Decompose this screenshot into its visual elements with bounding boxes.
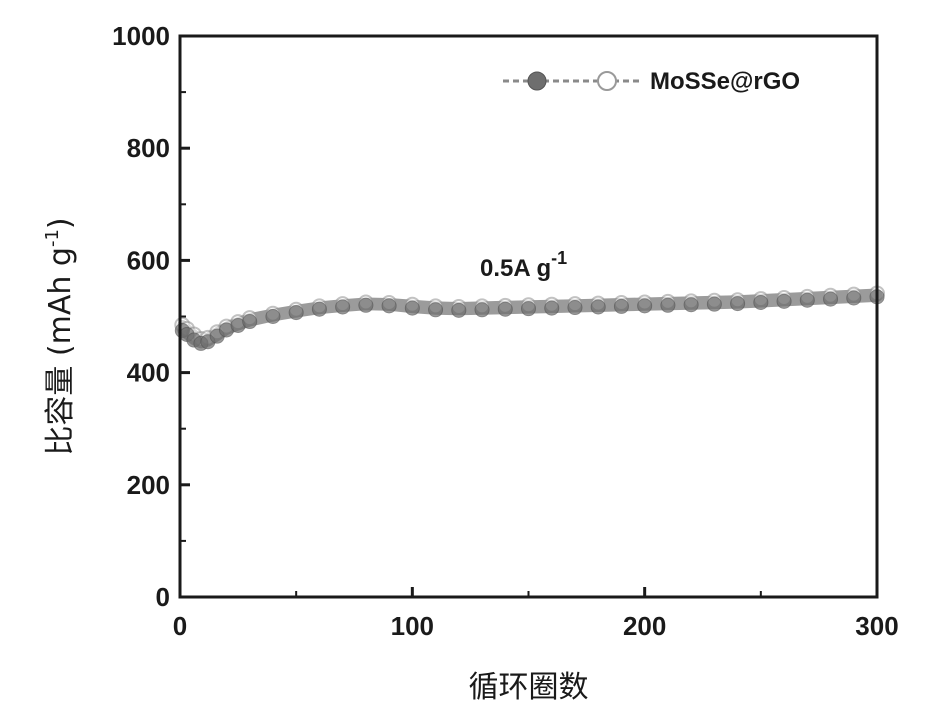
x-tick-label: 100 bbox=[391, 611, 434, 641]
x-tick-label: 200 bbox=[623, 611, 666, 641]
discharge-point bbox=[777, 294, 791, 308]
discharge-point bbox=[336, 300, 350, 314]
discharge-point bbox=[289, 306, 303, 320]
x-tick-label: 0 bbox=[173, 611, 187, 641]
y-tick-label: 600 bbox=[127, 245, 170, 275]
annotation-superscript: -1 bbox=[551, 248, 567, 268]
y-axis-title-tail: ) bbox=[43, 217, 78, 229]
discharge-point bbox=[429, 303, 443, 317]
legend-open-marker bbox=[598, 72, 616, 90]
x-axis-title: 循环圈数 bbox=[469, 670, 589, 705]
y-axis-title-superscript: -1 bbox=[42, 229, 63, 247]
legend-label: MoSSe@rGO bbox=[650, 68, 800, 95]
y-tick-label: 200 bbox=[127, 470, 170, 500]
legend: MoSSe@rGO bbox=[503, 68, 800, 95]
discharge-point bbox=[824, 292, 838, 306]
annotation-main: 0.5A g bbox=[480, 255, 551, 282]
current-density-annotation: 0.5A g-1 bbox=[480, 248, 567, 282]
y-axis-title: 比容量 (mAh g-1) bbox=[42, 217, 78, 455]
discharge-point bbox=[452, 303, 466, 317]
discharge-point bbox=[591, 300, 605, 314]
y-tick-label: 1000 bbox=[112, 21, 170, 51]
discharge-point bbox=[312, 302, 326, 316]
discharge-point bbox=[522, 302, 536, 316]
discharge-point bbox=[614, 299, 628, 313]
discharge-point bbox=[754, 295, 768, 309]
discharge-point bbox=[638, 299, 652, 313]
y-tick-label: 400 bbox=[127, 358, 170, 388]
y-axis-ticks: 0 200 400 600 800 1000 bbox=[112, 21, 190, 612]
x-axis-ticks: 0 100 200 300 bbox=[173, 587, 899, 641]
discharge-point bbox=[684, 298, 698, 312]
discharge-point bbox=[382, 299, 396, 313]
discharge-point bbox=[707, 297, 721, 311]
discharge-point bbox=[498, 302, 512, 316]
discharge-point bbox=[731, 297, 745, 311]
discharge-point bbox=[405, 301, 419, 315]
discharge-point bbox=[266, 310, 280, 324]
discharge-point bbox=[800, 293, 814, 307]
legend-filled-marker bbox=[528, 72, 546, 90]
x-tick-label: 300 bbox=[855, 611, 898, 641]
y-tick-label: 0 bbox=[156, 582, 170, 612]
discharge-point bbox=[359, 298, 373, 312]
y-tick-label: 800 bbox=[127, 133, 170, 163]
y-axis-title-main: 比容量 (mAh g bbox=[43, 247, 78, 456]
discharge-point bbox=[661, 298, 675, 312]
discharge-point bbox=[243, 315, 257, 329]
discharge-point bbox=[847, 291, 861, 305]
discharge-point bbox=[475, 303, 489, 317]
discharge-point bbox=[568, 301, 582, 315]
discharge-point bbox=[545, 301, 559, 315]
